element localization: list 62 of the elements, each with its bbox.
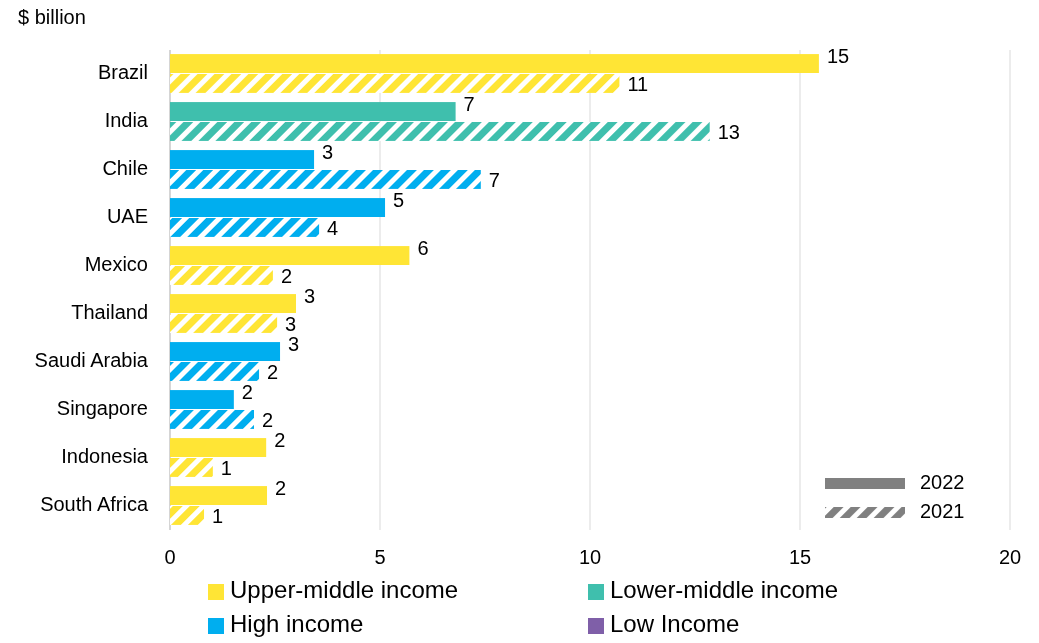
y-tick-label: Thailand xyxy=(71,301,148,324)
data-label: 2 xyxy=(274,429,286,452)
bar xyxy=(170,486,268,505)
bar xyxy=(170,170,481,189)
bar xyxy=(170,410,254,429)
data-label: 2 xyxy=(241,381,253,404)
y-tick-label: Indonesia xyxy=(61,445,149,468)
data-label: 7 xyxy=(463,93,475,116)
bar xyxy=(170,342,281,361)
legend-label: Low Income xyxy=(610,610,740,638)
data-label: 3 xyxy=(288,333,300,356)
bar xyxy=(170,362,260,381)
data-label: 7 xyxy=(488,169,500,192)
y-tick-label: Brazil xyxy=(97,61,148,84)
bar xyxy=(170,506,205,525)
data-label: 2 xyxy=(275,477,287,500)
bar xyxy=(170,102,456,121)
data-label: 11 xyxy=(627,73,649,96)
text: 2021 xyxy=(920,500,965,523)
y-tick-label: Mexico xyxy=(84,253,148,276)
bar xyxy=(170,150,315,169)
data-label: 3 xyxy=(304,285,316,308)
data-label: 2 xyxy=(267,361,279,384)
y-axis-title: $ billion xyxy=(18,6,86,28)
data-label: 15 xyxy=(826,45,850,68)
bar xyxy=(170,74,620,93)
bar xyxy=(170,54,819,73)
bar xyxy=(170,246,410,265)
x-tick-label: 10 xyxy=(578,546,602,568)
bar xyxy=(170,458,213,477)
y-tick-label: Chile xyxy=(102,157,148,180)
data-label: 5 xyxy=(393,189,405,212)
legend-label: High income xyxy=(230,610,364,638)
data-label: 2 xyxy=(262,409,274,432)
bar xyxy=(170,122,710,141)
bar xyxy=(170,438,267,457)
data-label: 3 xyxy=(322,141,334,164)
data-label: 6 xyxy=(417,237,429,260)
data-label: 3 xyxy=(285,313,297,336)
data-label: 2 xyxy=(280,265,293,288)
x-tick-label: 15 xyxy=(788,546,812,568)
bar xyxy=(170,294,296,313)
data-label: 1 xyxy=(212,505,224,528)
x-tick-label: 20 xyxy=(998,546,1022,568)
legend-label: Lower-middle income xyxy=(610,576,839,604)
bar xyxy=(170,266,273,285)
data-label: 4 xyxy=(327,217,339,240)
bar xyxy=(170,218,320,237)
data-label: 1 xyxy=(220,457,232,480)
bar xyxy=(170,314,278,333)
legend-label: Upper-middle income xyxy=(230,576,459,604)
y-tick-label: UAE xyxy=(106,205,148,228)
y-tick-label: Saudi Arabia xyxy=(34,349,149,372)
text: 2022 xyxy=(920,471,965,494)
data-label: 13 xyxy=(717,121,740,144)
bar xyxy=(170,198,386,217)
x-tick-label: 0 xyxy=(164,546,176,568)
y-tick-label: India xyxy=(104,109,149,132)
y-tick-label: South Africa xyxy=(40,493,149,516)
y-tick-label: Singapore xyxy=(56,397,148,420)
x-tick-label: 5 xyxy=(374,546,386,568)
bar xyxy=(170,390,234,409)
